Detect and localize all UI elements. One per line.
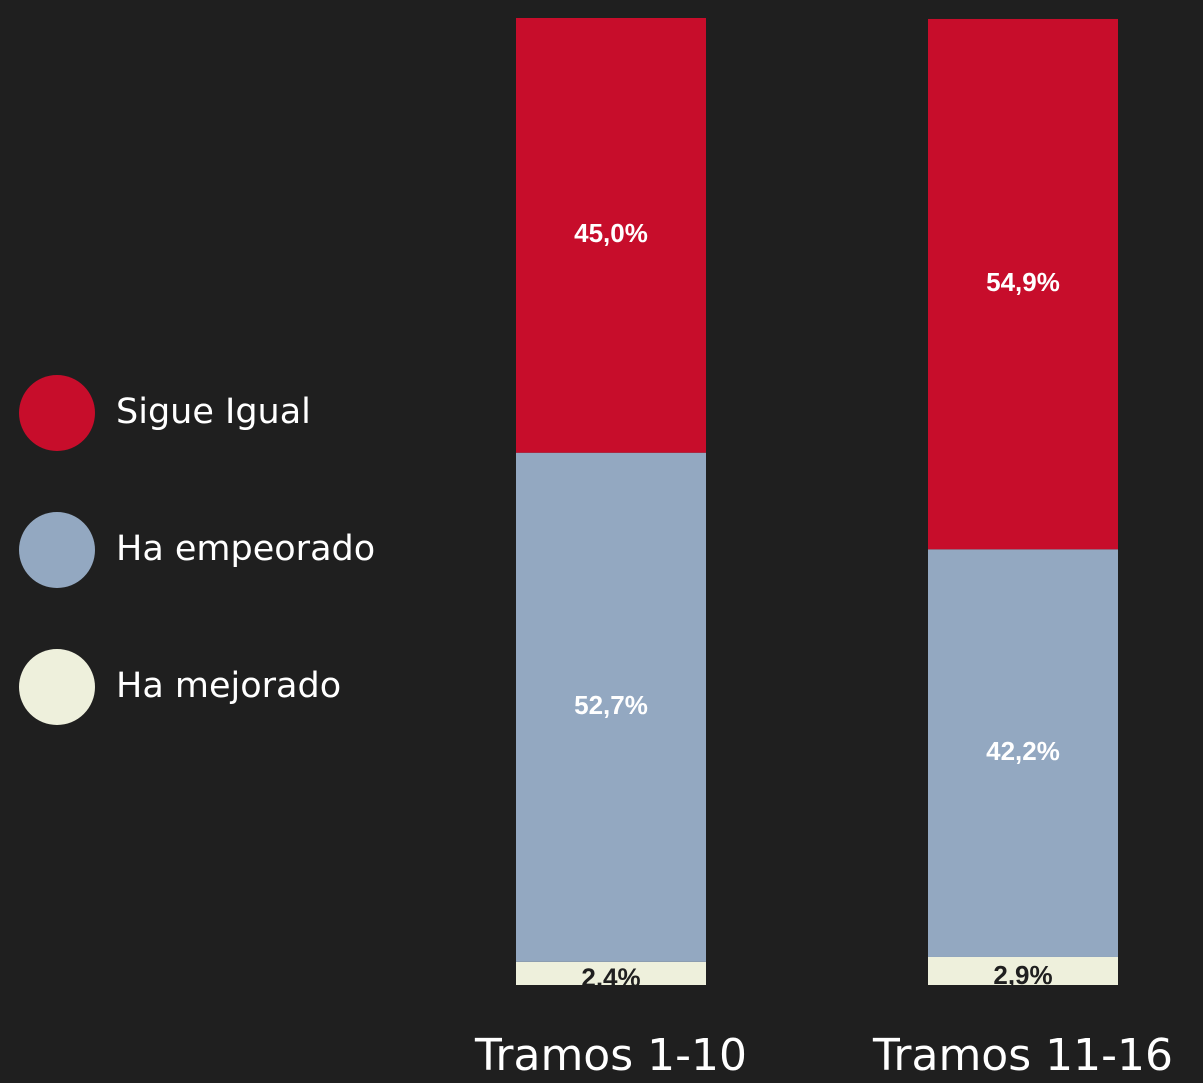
bar-segment [928,549,1118,957]
bar-segment [516,961,706,985]
category-label: Tramos 1-10 [474,1030,747,1081]
legend-swatch [19,512,95,588]
bar-segment [928,956,1118,985]
value-label: 54,9% [986,267,1060,297]
legend-swatch [19,375,95,451]
value-label: 52,7% [574,690,648,720]
legend-label: Ha mejorado [116,666,341,706]
legend-swatch [19,649,95,725]
category-label: Tramos 11-16 [872,1030,1173,1081]
value-label: 2,9% [993,960,1052,990]
legend-label: Ha empeorado [116,529,375,569]
value-label: 45,0% [574,218,648,248]
value-label: 2,4% [581,962,640,992]
legend-label: Sigue Igual [116,392,311,432]
bar-segment [516,452,706,962]
bar-segment [928,18,1118,550]
value-label: 42,2% [986,736,1060,766]
bar-segment [516,18,706,453]
